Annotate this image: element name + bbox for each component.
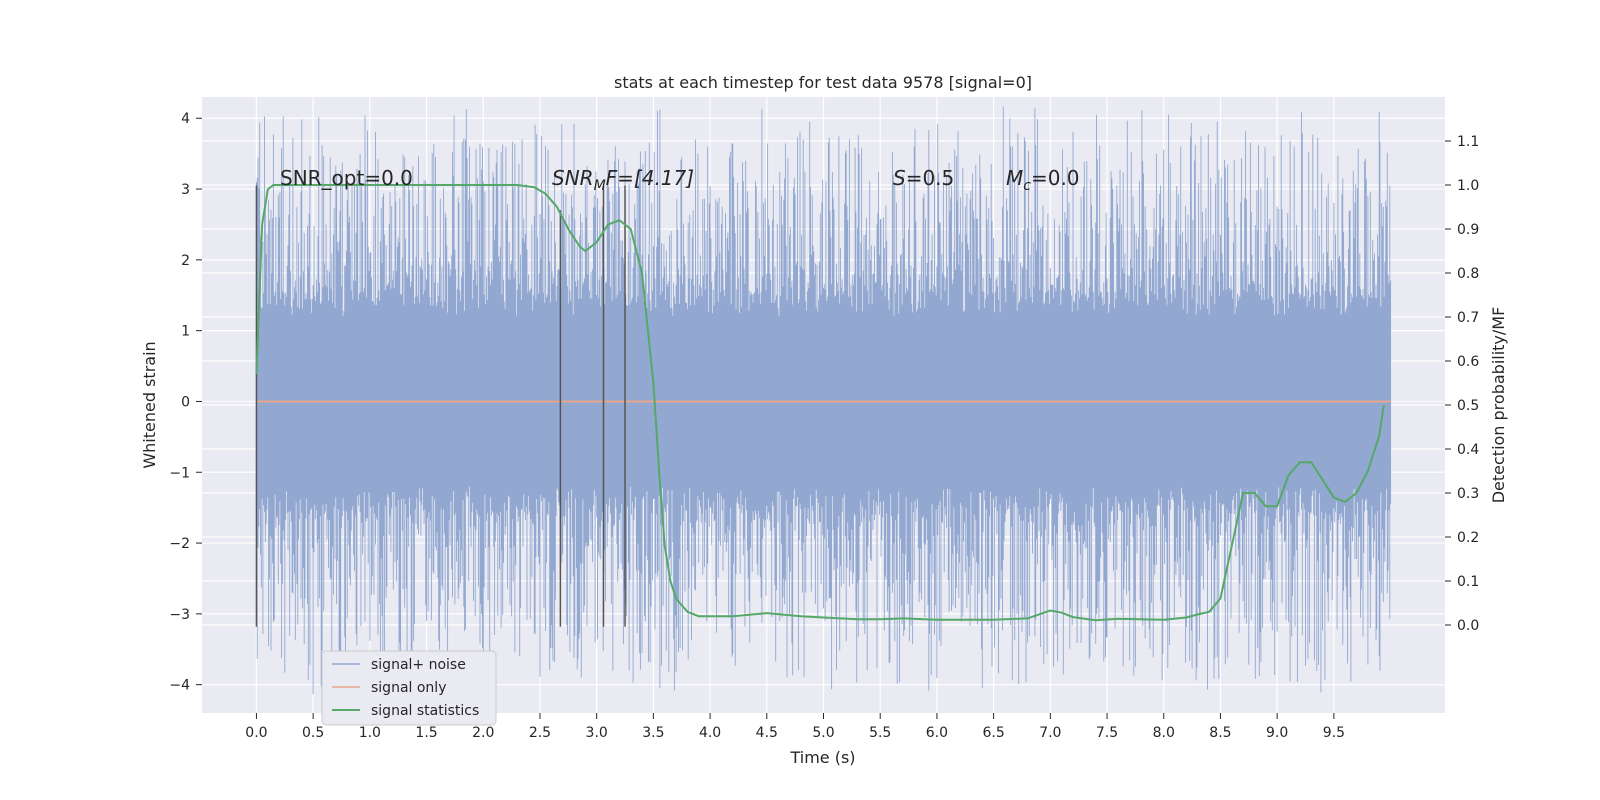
y-left-tick-label: 0 — [181, 394, 190, 410]
y-left-tick-label: 3 — [181, 182, 190, 198]
annotation-mc: Mc=0.0 — [1006, 166, 1080, 194]
legend: signal+ noise signal only signal statist… — [321, 650, 497, 726]
x-tick-label: 2.5 — [529, 725, 551, 741]
y-axis-label-left: Whitened strain — [140, 341, 159, 468]
annotation-snr-opt: SNR_opt=0.0 — [280, 166, 413, 190]
x-tick-label: 9.5 — [1323, 725, 1345, 741]
x-tick-label: 5.0 — [812, 725, 834, 741]
y-right-tick-label: 0.1 — [1457, 574, 1479, 590]
y-left-tick-label: 4 — [181, 111, 190, 127]
x-tick-label: 4.0 — [699, 725, 721, 741]
y-left-tick-label: −1 — [169, 465, 190, 481]
y-left-tick-label: −4 — [169, 678, 190, 694]
y-left-tick-label: −3 — [169, 607, 190, 623]
y-left-tick-label: 1 — [181, 324, 190, 340]
x-tick-label: 7.5 — [1096, 725, 1118, 741]
y-right-tick-label: 0.3 — [1457, 486, 1479, 502]
x-tick-label: 8.5 — [1209, 725, 1231, 741]
x-tick-label: 0.0 — [245, 725, 267, 741]
y-left-tick-label: 2 — [181, 253, 190, 269]
y-left-ticks: 4 3 2 1 0 −1 −2 −3 −4 — [169, 111, 202, 694]
y-right-tick-label: 0.6 — [1457, 354, 1479, 370]
x-tick-label: 6.5 — [982, 725, 1004, 741]
x-tick-label: 8.0 — [1153, 725, 1175, 741]
legend-label-signal-noise: signal+ noise — [371, 657, 466, 673]
legend-label-signal-only: signal only — [371, 680, 446, 696]
y-right-ticks: 1.1 1.0 0.9 0.8 0.7 0.6 0.5 0.4 0.3 0.2 0.1 0.0 — [1445, 134, 1479, 634]
x-tick-label: 6.0 — [926, 725, 948, 741]
y-right-tick-label: 0.5 — [1457, 398, 1479, 414]
x-axis-label: Time (s) — [789, 748, 855, 767]
chart-title: stats at each timestep for test data 957… — [614, 73, 1032, 92]
legend-label-signal-statistics: signal statistics — [371, 703, 479, 719]
y-left-tick-label: −2 — [169, 536, 190, 552]
series-signal-statistics — [255, 184, 1385, 622]
x-tick-label: 3.5 — [642, 725, 664, 741]
y-right-tick-label: 0.8 — [1457, 266, 1479, 282]
x-tick-label: 4.5 — [756, 725, 778, 741]
x-tick-label: 5.5 — [869, 725, 891, 741]
y-right-tick-label: 1.0 — [1457, 178, 1479, 194]
x-tick-label: 2.0 — [472, 725, 494, 741]
x-tick-label: 0.5 — [302, 725, 324, 741]
y-right-tick-label: 0.7 — [1457, 310, 1479, 326]
y-axis-label-right: Detection probability/MF — [1489, 307, 1508, 504]
x-tick-label: 1.0 — [359, 725, 381, 741]
y-right-tick-label: 0.2 — [1457, 530, 1479, 546]
x-tick-label: 7.0 — [1039, 725, 1061, 741]
y-right-tick-label: 0.4 — [1457, 442, 1479, 458]
x-tick-label: 9.0 — [1266, 725, 1288, 741]
x-tick-label: 3.0 — [586, 725, 608, 741]
x-tick-label: 1.5 — [415, 725, 437, 741]
legend-box — [321, 650, 497, 726]
annotation-snr-mf: SNRMF=[4.17] — [552, 166, 694, 194]
annotation-s: S=0.5 — [893, 166, 954, 190]
y-right-tick-label: 1.1 — [1457, 134, 1479, 150]
y-right-tick-label: 0.9 — [1457, 222, 1479, 238]
vertical-markers — [255, 185, 626, 627]
x-ticks: 0.0 0.5 1.0 1.5 2.0 2.5 3.0 3.5 4.0 4.5 5.0 5.5 6.0 6… — [245, 713, 1345, 741]
y-right-tick-label: 0.0 — [1457, 618, 1479, 634]
